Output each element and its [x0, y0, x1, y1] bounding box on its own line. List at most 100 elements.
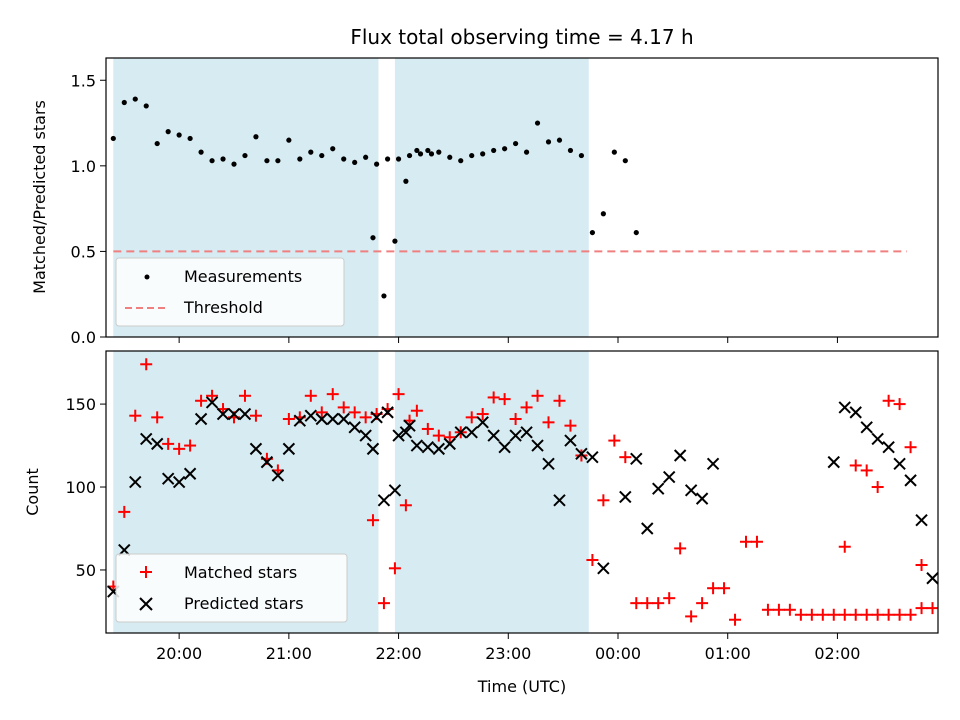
predicted-star-point — [871, 432, 884, 446]
matched-star-point — [421, 422, 434, 435]
predicted-star-point — [652, 482, 665, 495]
measurement-point — [370, 235, 376, 241]
matched-star-point — [399, 499, 412, 512]
matched-star-point — [542, 416, 555, 429]
predicted-star-point — [564, 434, 577, 447]
predicted-star-point — [893, 457, 906, 471]
top-y-ticks: 0.0 0.5 1.0 1.5 — [71, 71, 106, 347]
matched-star-point — [783, 603, 796, 616]
predicted-star-point — [140, 432, 153, 446]
legend-measurements-label: Measurements — [184, 267, 302, 286]
matched-star-point — [326, 388, 339, 401]
predicted-star-point — [377, 494, 391, 507]
measurement-point — [374, 161, 380, 167]
matched-star-point — [871, 481, 884, 494]
matched-star-point — [630, 597, 643, 610]
measurement-point — [556, 137, 563, 143]
measurement-point — [513, 140, 519, 147]
matched-star-point — [315, 406, 328, 419]
predicted-star-point — [904, 474, 917, 487]
matched-star-point — [531, 389, 544, 402]
predicted-star-point — [161, 472, 175, 485]
matched-star-point — [827, 608, 840, 621]
matched-star-point — [432, 429, 445, 442]
measurement-point — [220, 156, 226, 162]
measurement-point — [480, 151, 486, 157]
predicted-star-point — [641, 522, 654, 535]
predicted-star-point — [509, 429, 522, 442]
matched-star-point — [871, 608, 884, 621]
matched-star-point — [392, 388, 405, 401]
matched-star-point — [553, 394, 566, 407]
measurement-point — [264, 158, 270, 164]
x-tick-label: 23:00 — [485, 644, 531, 663]
x-tick-label: 01:00 — [705, 644, 751, 663]
matched-star-point — [882, 608, 895, 621]
measurement-point — [458, 158, 464, 164]
measurement-point — [392, 238, 398, 244]
measurement-point — [534, 120, 541, 126]
matched-star-point — [140, 358, 153, 371]
predicted-star-point — [238, 407, 252, 421]
predicted-star-point — [695, 492, 709, 505]
y-tick-label: 0.5 — [71, 242, 96, 261]
measurement-point — [275, 158, 281, 164]
matched-star-point — [509, 413, 522, 426]
y-tick-label: 150 — [65, 395, 96, 414]
matched-star-point — [564, 419, 577, 432]
matched-star-point — [410, 404, 423, 417]
legend-measurements-marker — [144, 274, 150, 280]
matched-star-point — [663, 592, 676, 605]
measurement-point — [502, 146, 508, 152]
bottom-panel: 50 100 150 20:00 21:00 22:00 23:00 00:00 01:00 0… — [23, 350, 939, 696]
matched-star-point — [206, 389, 219, 402]
matched-star-point — [608, 434, 621, 447]
matched-star-point — [860, 608, 873, 621]
matched-star-point — [718, 582, 731, 595]
matched-star-point — [893, 608, 906, 621]
measurement-point — [447, 154, 453, 160]
matched-star-point — [348, 406, 361, 419]
matched-star-point — [849, 608, 862, 621]
legend-matched-marker — [140, 566, 152, 578]
predicted-star-point — [915, 513, 928, 527]
predicted-star-point — [205, 396, 219, 409]
matched-star-point — [904, 608, 917, 621]
measurement-point — [242, 152, 248, 159]
predicted-star-point — [129, 475, 142, 489]
matched-star-point — [476, 408, 489, 421]
predicted-star-point — [249, 442, 263, 456]
predicted-star-point — [684, 484, 698, 497]
matched-star-point — [707, 582, 720, 595]
predicted-star-point — [410, 439, 424, 452]
predicted-star-point — [882, 441, 895, 454]
predicted-star-point — [860, 421, 873, 434]
measurement-point — [428, 151, 435, 157]
measurement-point — [578, 152, 585, 159]
measurement-point — [297, 156, 303, 162]
predicted-star-point — [597, 562, 610, 575]
matched-star-point — [184, 439, 197, 452]
top-axes-frame — [105, 57, 939, 338]
measurement-point — [545, 139, 552, 145]
matched-star-point — [337, 401, 350, 414]
matched-star-point — [359, 411, 372, 424]
legend-predicted-label: Predicted stars — [184, 594, 304, 613]
predicted-star-point — [293, 414, 307, 427]
top-plot-area — [110, 96, 907, 299]
bottom-axes-frame — [105, 350, 939, 634]
measurement-point — [385, 156, 391, 162]
predicted-star-point — [673, 449, 687, 462]
predicted-star-point — [443, 437, 456, 451]
predicted-star-point — [403, 419, 416, 432]
measurement-point — [143, 103, 149, 109]
top-x-ticks — [178, 337, 838, 343]
predicted-star-point — [315, 412, 328, 426]
top-panel: 0.0 0.5 1.0 1.5 Matched/Predicted stars Mea… — [30, 57, 939, 347]
matched-star-point — [443, 431, 456, 444]
figure-title: Flux total observing time = 4.17 h — [350, 25, 693, 49]
measurement-point — [286, 137, 292, 143]
predicted-star-point — [849, 406, 862, 419]
measurement-point — [469, 152, 475, 159]
x-tick-label: 20:00 — [156, 644, 202, 663]
